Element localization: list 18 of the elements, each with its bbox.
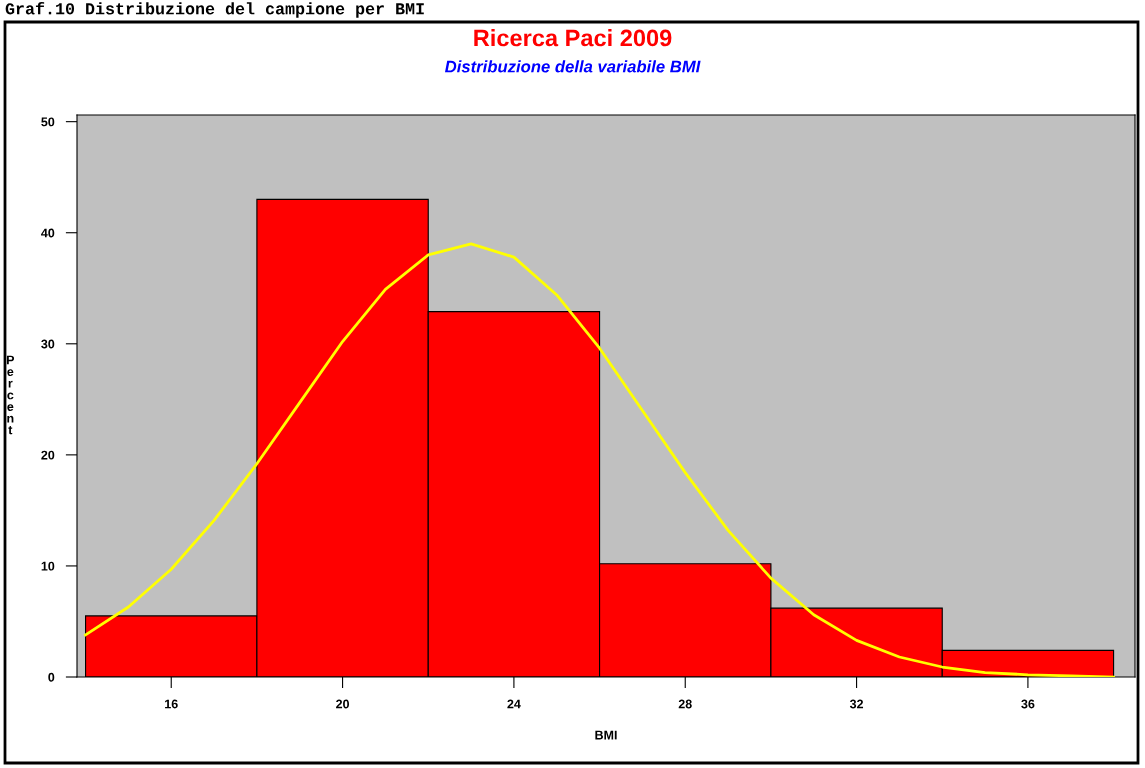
y-tick-label: 20	[41, 450, 55, 460]
text: Graf.10 Distribuzione del campione per BMI	[5, 2, 424, 18]
x-tick-label: 20	[336, 699, 350, 709]
x-tick-label: 24	[507, 699, 521, 709]
y-axis-title: Percent	[6, 355, 15, 435]
x-tick-label: 16	[165, 699, 178, 709]
x-tick-label: 32	[849, 699, 864, 709]
y-tick-label: 50	[41, 117, 55, 127]
y-tick-label: 30	[41, 339, 55, 349]
y-tick-label: 0	[48, 672, 55, 682]
chart-title: Ricerca Paci 2009	[474, 29, 672, 47]
x-axis-title: BMI	[595, 730, 617, 740]
y-tick-label: 40	[41, 228, 55, 238]
x-tick-label: 36	[1021, 699, 1035, 709]
y-tick-label: 10	[41, 561, 55, 571]
chart-subtitle: Distribuzione della variabile BMI	[444, 60, 701, 73]
line-series	[84, 242, 1115, 677]
x-tick-label: 28	[678, 699, 692, 709]
